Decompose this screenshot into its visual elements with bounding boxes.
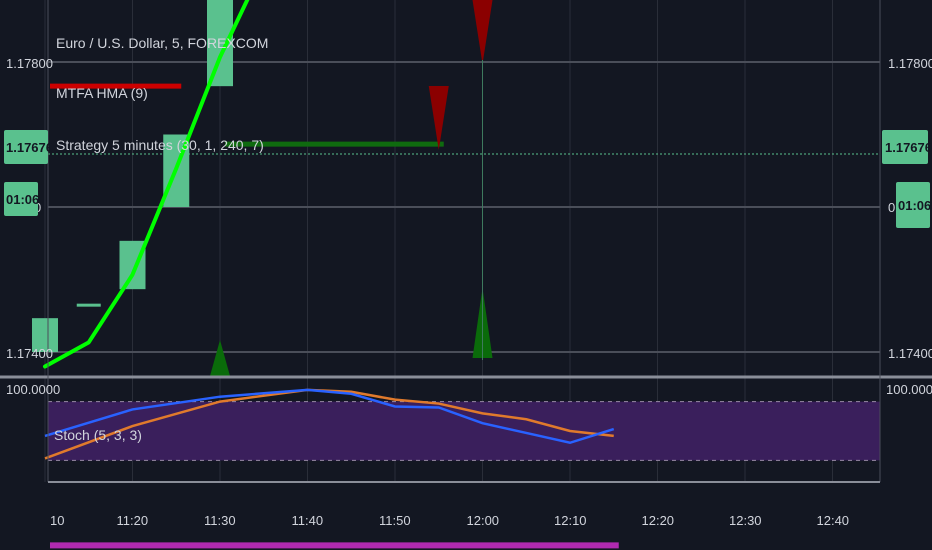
buy-signal-0 bbox=[210, 340, 230, 376]
time-tick-5: 12:00 bbox=[467, 513, 500, 528]
candle-0 bbox=[32, 318, 58, 352]
price-tag-right: 1.17676 bbox=[882, 130, 932, 164]
hma-line bbox=[43, 0, 250, 369]
chart-title: Euro / U.S. Dollar, 5, FOREXCOM bbox=[56, 35, 268, 51]
sell-signal-1 bbox=[428, 86, 449, 150]
price-tick-left-2: 1.17400 bbox=[6, 346, 53, 361]
stoch-legend: Stoch (5, 3, 3) bbox=[54, 427, 142, 443]
strategy-levels bbox=[50, 83, 444, 147]
time-tick-2: 11:30 bbox=[204, 513, 236, 528]
time-tick-8: 12:30 bbox=[729, 513, 762, 528]
countdown-right-label: 01:06 bbox=[898, 198, 931, 213]
countdown-left: 01:06 bbox=[4, 182, 39, 216]
price-tag-right-label: 1.17676 bbox=[885, 140, 932, 155]
hma-legend: MTFA HMA (9) bbox=[56, 85, 148, 101]
countdown-right: 01:06 bbox=[896, 182, 931, 228]
axes bbox=[0, 0, 932, 483]
price-tick-right-1: 1.17800 bbox=[888, 56, 932, 71]
candles bbox=[32, 0, 233, 352]
time-tick-7: 12:20 bbox=[642, 513, 675, 528]
sell-signal-2 bbox=[472, 0, 493, 64]
indicator-bands bbox=[50, 542, 619, 549]
candle-1 bbox=[76, 303, 101, 307]
time-axis: 10 11:20 11:30 11:40 11:50 12:00 12:10 12:20 12:… bbox=[50, 513, 849, 528]
countdown-left-label: 01:06 bbox=[6, 192, 39, 207]
price-tick-left-1: 1.17800 bbox=[6, 56, 53, 71]
time-tick-9: 12:40 bbox=[817, 513, 850, 528]
hma-polyline bbox=[43, 0, 250, 369]
price-tag-left-label: 1.17676 bbox=[6, 140, 53, 155]
time-tick-1: 11:20 bbox=[117, 513, 149, 528]
price-tag-left: 1.17676 bbox=[4, 130, 53, 164]
time-tick-0: 10 bbox=[50, 513, 64, 528]
stoch-scale-left: 100.0000 bbox=[6, 382, 60, 397]
strategy-legend: Strategy 5 minutes (30, 1, 240, 7) bbox=[56, 137, 264, 153]
time-tick-6: 12:10 bbox=[554, 513, 587, 528]
stoch-k-line bbox=[44, 388, 615, 445]
price-partial-right: 0 bbox=[888, 200, 895, 215]
time-tick-3: 11:40 bbox=[292, 513, 324, 528]
stochastic-pane bbox=[44, 388, 880, 461]
stoch-scale-right: 100.0000 bbox=[886, 382, 932, 397]
time-tick-4: 11:50 bbox=[379, 513, 411, 528]
price-tick-right-2: 1.17400 bbox=[888, 346, 932, 361]
stoch-d-line bbox=[44, 388, 614, 460]
